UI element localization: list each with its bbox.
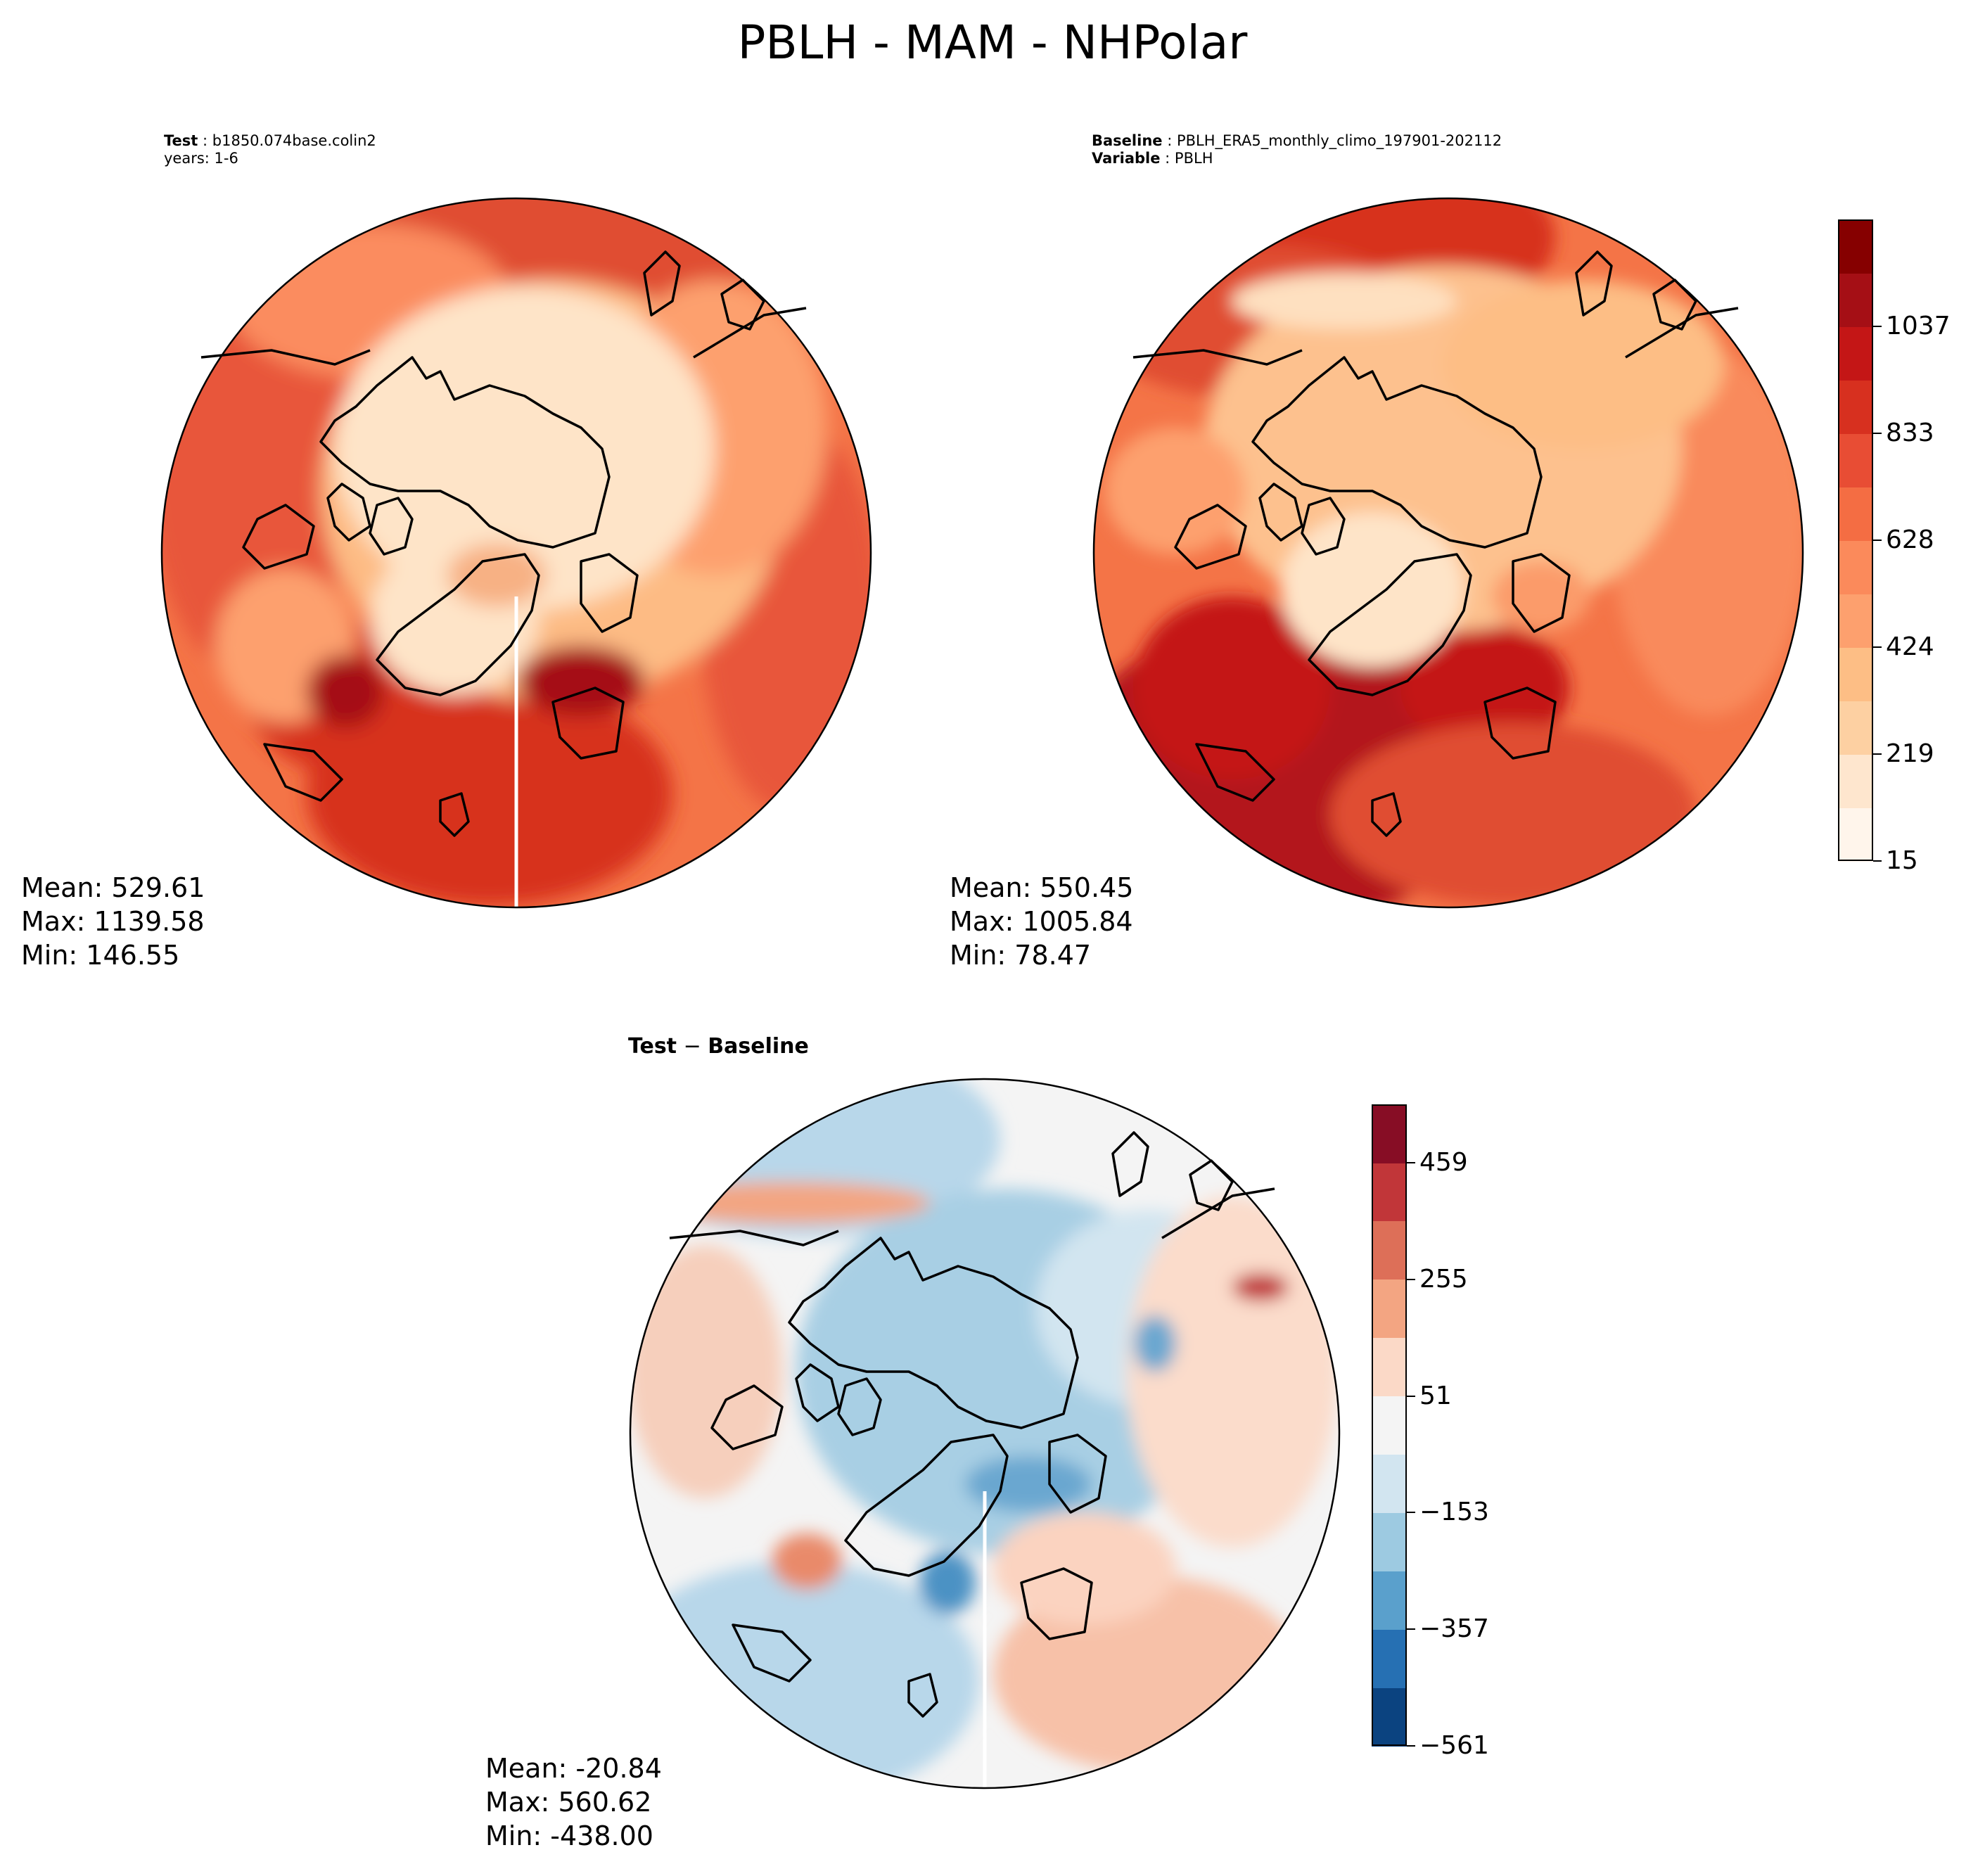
test-coastlines bbox=[200, 250, 807, 837]
difference-colorbar-swatches bbox=[1372, 1104, 1407, 1747]
test-stats: Mean: 529.61 Max: 1139.58 Min: 146.55 bbox=[21, 871, 205, 972]
absolute-colorbar-frame bbox=[1838, 219, 1873, 861]
absolute-colorbar-tick-label: 1037 bbox=[1886, 312, 1951, 340]
test-case-name: b1850.074base.colin2 bbox=[212, 132, 376, 149]
diff-min: Min: -438.00 bbox=[485, 1820, 653, 1851]
diff-stats: Mean: -20.84 Max: 560.62 Min: -438.00 bbox=[485, 1751, 662, 1853]
absolute-colorbar-band bbox=[1838, 380, 1873, 434]
test-label-key: Test bbox=[164, 132, 198, 149]
difference-colorbar-band bbox=[1372, 1162, 1407, 1222]
test-map-boundary bbox=[160, 197, 872, 909]
diff-max: Max: 560.62 bbox=[485, 1787, 652, 1818]
difference-colorbar-band bbox=[1372, 1571, 1407, 1630]
absolute-colorbar-band bbox=[1838, 219, 1873, 274]
difference-colorbar-band bbox=[1372, 1104, 1407, 1163]
difference-colorbar-tick-mark bbox=[1407, 1395, 1415, 1397]
baseline-map-boundary bbox=[1092, 197, 1804, 909]
figure-title: PBLH - MAM - NHPolar bbox=[737, 15, 1248, 70]
absolute-colorbar-tick-mark bbox=[1873, 753, 1882, 755]
difference-colorbar-band bbox=[1372, 1220, 1407, 1280]
difference-colorbar-band bbox=[1372, 1512, 1407, 1571]
absolute-colorbar-tick-label: 833 bbox=[1886, 419, 1934, 447]
absolute-colorbar-ticks: 15 219 424 628 833 1037 bbox=[1873, 219, 1958, 875]
absolute-colorbar: 15 219 424 628 833 1037 bbox=[1838, 219, 1951, 875]
absolute-colorbar-tick-label: 424 bbox=[1886, 632, 1934, 661]
difference-colorbar-band bbox=[1372, 1454, 1407, 1513]
absolute-colorbar-tick-mark bbox=[1873, 326, 1882, 327]
difference-colorbar-band bbox=[1372, 1629, 1407, 1688]
absolute-colorbar-band bbox=[1838, 326, 1873, 381]
colon-sep: : bbox=[1160, 150, 1175, 167]
difference-colorbar-tick-mark bbox=[1407, 1512, 1415, 1514]
diff-label-test: Test bbox=[628, 1034, 677, 1059]
baseline-stats: Mean: 550.45 Max: 1005.84 Min: 78.47 bbox=[950, 871, 1133, 972]
absolute-colorbar-tick-mark bbox=[1873, 646, 1882, 648]
difference-colorbar-band bbox=[1372, 1337, 1407, 1397]
diff-label-baseline: Baseline bbox=[708, 1034, 809, 1059]
absolute-colorbar-band bbox=[1838, 647, 1873, 701]
baseline-panel-header: Baseline : PBLH_ERA5_monthly_climo_19790… bbox=[1092, 132, 1502, 167]
colon-sep: : bbox=[1162, 132, 1177, 149]
difference-coastlines bbox=[669, 1131, 1275, 1718]
baseline-coastlines bbox=[1132, 250, 1739, 837]
difference-colorbar-ticks: −561 −357 −153 51 255 459 bbox=[1407, 1104, 1505, 1760]
difference-map bbox=[629, 1078, 1341, 1789]
difference-colorbar-tick-label: 459 bbox=[1419, 1147, 1468, 1177]
diff-mean: Mean: -20.84 bbox=[485, 1753, 662, 1784]
difference-colorbar-tick-mark bbox=[1407, 1161, 1415, 1163]
absolute-colorbar-tick-label: 219 bbox=[1886, 739, 1934, 768]
baseline-field bbox=[1094, 198, 1803, 907]
difference-map-boundary bbox=[629, 1078, 1341, 1789]
baseline-case-name: PBLH_ERA5_monthly_climo_197901-202112 bbox=[1176, 132, 1502, 149]
absolute-colorbar-band bbox=[1838, 754, 1873, 808]
absolute-colorbar-tick-mark bbox=[1873, 433, 1882, 434]
absolute-colorbar-swatches bbox=[1838, 219, 1873, 862]
baseline-label-key: Baseline bbox=[1092, 132, 1163, 149]
baseline-mean: Mean: 550.45 bbox=[950, 872, 1134, 903]
difference-colorbar-band bbox=[1372, 1396, 1407, 1455]
absolute-colorbar-band bbox=[1838, 701, 1873, 755]
baseline-map bbox=[1092, 197, 1804, 909]
absolute-colorbar-tick-label: 15 bbox=[1886, 846, 1918, 875]
test-map bbox=[160, 197, 872, 909]
absolute-colorbar-tick-mark bbox=[1873, 540, 1882, 541]
difference-colorbar-tick-label: −561 bbox=[1419, 1731, 1489, 1760]
test-max: Max: 1139.58 bbox=[21, 906, 205, 937]
variable-label-key: Variable bbox=[1092, 150, 1161, 167]
test-field bbox=[162, 198, 871, 907]
difference-colorbar-tick-mark bbox=[1407, 1628, 1415, 1631]
absolute-colorbar-band bbox=[1838, 433, 1873, 487]
test-min: Min: 146.55 bbox=[21, 940, 180, 971]
absolute-colorbar-band bbox=[1838, 540, 1873, 594]
difference-colorbar-band bbox=[1372, 1279, 1407, 1339]
absolute-colorbar-band bbox=[1838, 594, 1873, 648]
absolute-colorbar-band bbox=[1838, 808, 1873, 862]
absolute-colorbar-tick-mark bbox=[1873, 860, 1882, 862]
test-panel-header: Test : b1850.074base.colin2 years: 1-6 bbox=[164, 132, 376, 167]
difference-colorbar-tick-mark bbox=[1407, 1745, 1415, 1747]
difference-colorbar-tick-label: 51 bbox=[1419, 1381, 1452, 1410]
absolute-colorbar-band bbox=[1838, 487, 1873, 541]
diff-panel-header: Test − Baseline bbox=[628, 1034, 809, 1059]
variable-name: PBLH bbox=[1174, 150, 1213, 167]
difference-colorbar-tick-label: −153 bbox=[1419, 1498, 1489, 1527]
difference-colorbar-tick-label: 255 bbox=[1419, 1264, 1468, 1294]
absolute-colorbar-tick-label: 628 bbox=[1886, 525, 1934, 554]
difference-colorbar-frame bbox=[1372, 1104, 1407, 1746]
test-years: years: 1-6 bbox=[164, 150, 238, 167]
baseline-max: Max: 1005.84 bbox=[950, 906, 1133, 937]
baseline-min: Min: 78.47 bbox=[950, 940, 1092, 971]
difference-colorbar: −561 −357 −153 51 255 459 bbox=[1372, 1104, 1489, 1760]
difference-colorbar-band bbox=[1372, 1687, 1407, 1747]
test-mean: Mean: 529.61 bbox=[21, 872, 205, 903]
difference-colorbar-tick-mark bbox=[1407, 1278, 1415, 1280]
colon-sep: : bbox=[198, 132, 212, 149]
absolute-colorbar-band bbox=[1838, 273, 1873, 327]
difference-colorbar-tick-label: −357 bbox=[1419, 1614, 1489, 1644]
minus-sign: − bbox=[677, 1034, 708, 1059]
